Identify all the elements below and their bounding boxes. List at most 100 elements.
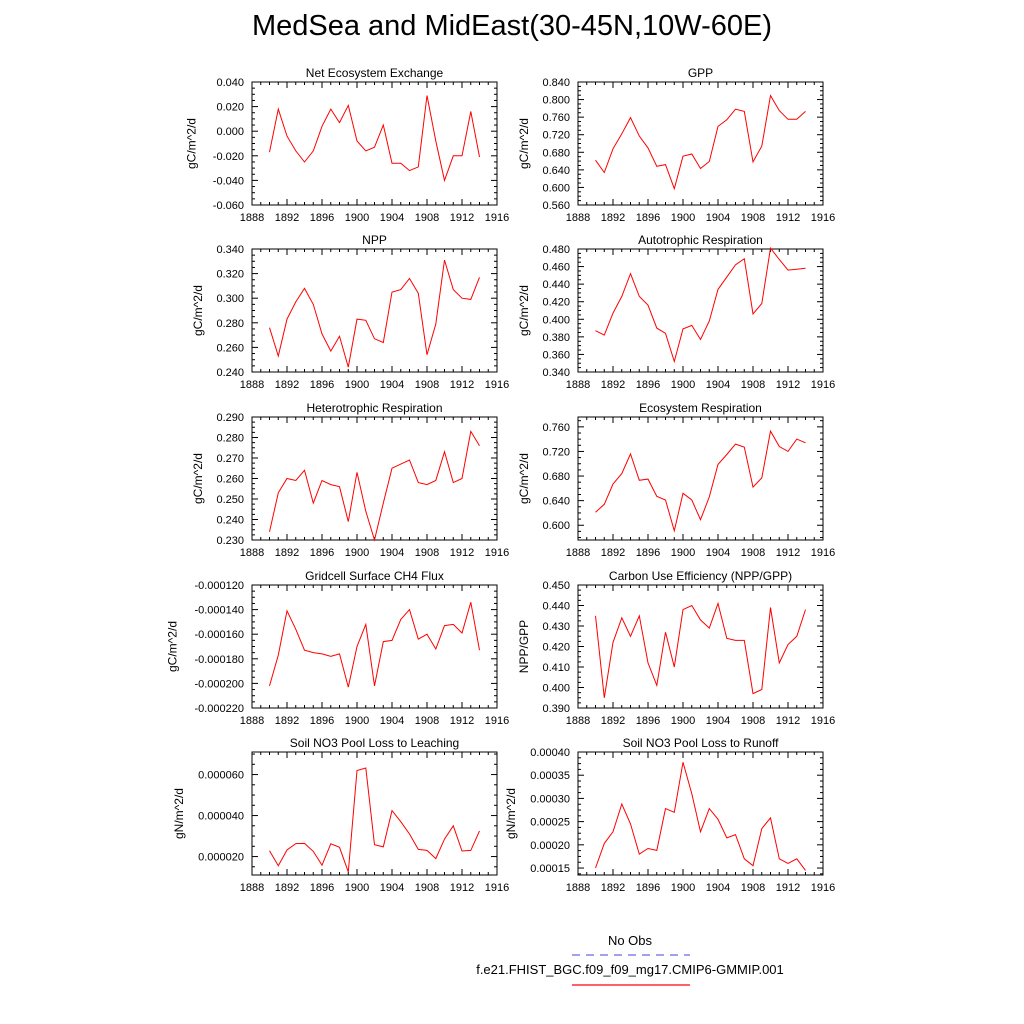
y-axis-label: gC/m^2/d bbox=[191, 285, 205, 336]
panel-title: Ecosystem Respiration bbox=[639, 401, 762, 415]
x-tick-label: 1888 bbox=[566, 715, 590, 727]
x-tick-label: 1912 bbox=[450, 715, 474, 727]
x-tick-label: 1904 bbox=[706, 379, 730, 391]
x-tick-label: 1892 bbox=[601, 715, 625, 727]
x-tick-label: 1896 bbox=[636, 715, 660, 727]
y-axis-label: gC/m^2/d bbox=[517, 453, 531, 504]
series-line bbox=[595, 601, 806, 698]
x-tick-label: 1908 bbox=[415, 379, 439, 391]
x-tick-label: 1888 bbox=[240, 882, 264, 894]
x-tick-label: 1892 bbox=[275, 547, 299, 559]
x-tick-label: 1896 bbox=[636, 882, 660, 894]
x-tick-label: 1888 bbox=[240, 547, 264, 559]
y-tick-label: 0.840 bbox=[542, 77, 570, 89]
x-tick-label: 1904 bbox=[706, 715, 730, 727]
x-tick-label: 1908 bbox=[741, 547, 765, 559]
y-tick-label: -0.040 bbox=[213, 175, 244, 187]
y-tick-label: 0.760 bbox=[542, 422, 570, 434]
panel-3: Autotrophic Respiration 1888 1892 1896 1900 1… bbox=[517, 233, 835, 391]
x-tick-label: 1888 bbox=[240, 379, 264, 391]
x-tick-label: 1904 bbox=[380, 212, 404, 224]
series-line bbox=[595, 429, 806, 533]
y-tick-label: 0.00015 bbox=[530, 863, 570, 875]
x-tick-label: 1896 bbox=[310, 715, 334, 727]
x-tick-label: 1908 bbox=[415, 882, 439, 894]
y-axis-label: gN/m^2/d bbox=[504, 788, 518, 839]
panel-8: Soil NO3 Pool Loss to Leaching 1888 1892 18… bbox=[172, 736, 509, 894]
y-tick-label: 0.420 bbox=[542, 297, 570, 309]
x-tick-label: 1892 bbox=[275, 212, 299, 224]
y-tick-label: 0.410 bbox=[542, 662, 570, 674]
y-tick-label: 0.290 bbox=[216, 412, 244, 424]
y-tick-label: -0.000200 bbox=[194, 678, 244, 690]
y-tick-label: 0.040 bbox=[216, 77, 244, 89]
y-tick-label: 0.020 bbox=[216, 102, 244, 114]
x-tick-label: 1892 bbox=[601, 212, 625, 224]
x-tick-label: 1904 bbox=[706, 212, 730, 224]
x-tick-label: 1900 bbox=[345, 212, 369, 224]
y-tick-label: 0.400 bbox=[542, 683, 570, 695]
y-tick-label: 0.260 bbox=[216, 474, 244, 486]
y-tick-label: 0.000 bbox=[216, 126, 244, 138]
y-tick-label: 0.680 bbox=[542, 147, 570, 159]
y-tick-label: 0.340 bbox=[216, 244, 244, 256]
series-line bbox=[595, 246, 806, 364]
x-tick-label: 1888 bbox=[566, 379, 590, 391]
x-tick-label: 1908 bbox=[415, 715, 439, 727]
x-tick-label: 1912 bbox=[776, 379, 800, 391]
y-tick-label: 0.00035 bbox=[530, 770, 570, 782]
y-tick-label: 0.000040 bbox=[198, 811, 244, 823]
x-tick-label: 1916 bbox=[811, 379, 835, 391]
series-line bbox=[269, 95, 480, 183]
x-tick-label: 1896 bbox=[310, 547, 334, 559]
y-tick-label: 0.280 bbox=[216, 433, 244, 445]
y-tick-label: 0.400 bbox=[542, 314, 570, 326]
x-tick-label: 1912 bbox=[450, 379, 474, 391]
x-tick-label: 1904 bbox=[706, 882, 730, 894]
y-tick-label: 0.260 bbox=[216, 342, 244, 354]
y-tick-label: 0.380 bbox=[542, 332, 570, 344]
x-tick-label: 1892 bbox=[601, 379, 625, 391]
x-tick-label: 1916 bbox=[811, 212, 835, 224]
x-tick-label: 1900 bbox=[345, 715, 369, 727]
y-tick-label: 0.390 bbox=[542, 703, 570, 715]
y-tick-label: 0.600 bbox=[542, 182, 570, 194]
y-axis-label: gN/m^2/d bbox=[172, 788, 186, 839]
x-tick-label: 1904 bbox=[380, 882, 404, 894]
panel-9: Soil NO3 Pool Loss to Runoff 1888 1892 1896… bbox=[504, 736, 835, 894]
panel-title: Heterotrophic Respiration bbox=[306, 401, 442, 415]
panel-title: GPP bbox=[688, 66, 713, 80]
y-tick-label: -0.000220 bbox=[194, 703, 244, 715]
x-tick-label: 1916 bbox=[485, 212, 509, 224]
series-line bbox=[269, 602, 480, 688]
x-tick-label: 1892 bbox=[275, 882, 299, 894]
x-tick-label: 1892 bbox=[601, 882, 625, 894]
panel-6: Gridcell Surface CH4 Flux 1888 1892 1896 190… bbox=[165, 569, 509, 727]
x-tick-label: 1888 bbox=[566, 882, 590, 894]
y-tick-label: 0.280 bbox=[216, 318, 244, 330]
y-tick-label: 0.270 bbox=[216, 453, 244, 465]
x-tick-label: 1912 bbox=[776, 212, 800, 224]
x-tick-label: 1912 bbox=[776, 547, 800, 559]
panel-4: Heterotrophic Respiration 1888 1892 1896 190… bbox=[191, 401, 509, 559]
x-tick-label: 1916 bbox=[811, 547, 835, 559]
y-tick-label: 0.240 bbox=[216, 367, 244, 379]
panel-0: Net Ecosystem Exchange 1888 1892 1896 1900 19… bbox=[185, 66, 510, 224]
y-tick-label: 0.000060 bbox=[198, 770, 244, 782]
panel-5: Ecosystem Respiration 1888 1892 1896 1900 190… bbox=[517, 401, 835, 559]
y-axis-label: gC/m^2/d bbox=[517, 118, 531, 169]
x-tick-label: 1904 bbox=[380, 379, 404, 391]
y-tick-label: 0.440 bbox=[542, 279, 570, 291]
x-tick-label: 1916 bbox=[485, 379, 509, 391]
panel-title: Gridcell Surface CH4 Flux bbox=[305, 569, 444, 583]
series-line bbox=[269, 259, 480, 368]
panel-title: Soil NO3 Pool Loss to Leaching bbox=[290, 736, 459, 750]
y-tick-label: -0.000120 bbox=[194, 580, 244, 592]
y-tick-label: 0.480 bbox=[542, 244, 570, 256]
x-tick-label: 1912 bbox=[450, 882, 474, 894]
panel-title: Autotrophic Respiration bbox=[638, 233, 763, 247]
y-tick-label: 0.340 bbox=[542, 367, 570, 379]
main-title: MedSea and MidEast(30-45N,10W-60E) bbox=[251, 10, 773, 42]
y-axis-label: NPP/GPP bbox=[517, 620, 531, 673]
